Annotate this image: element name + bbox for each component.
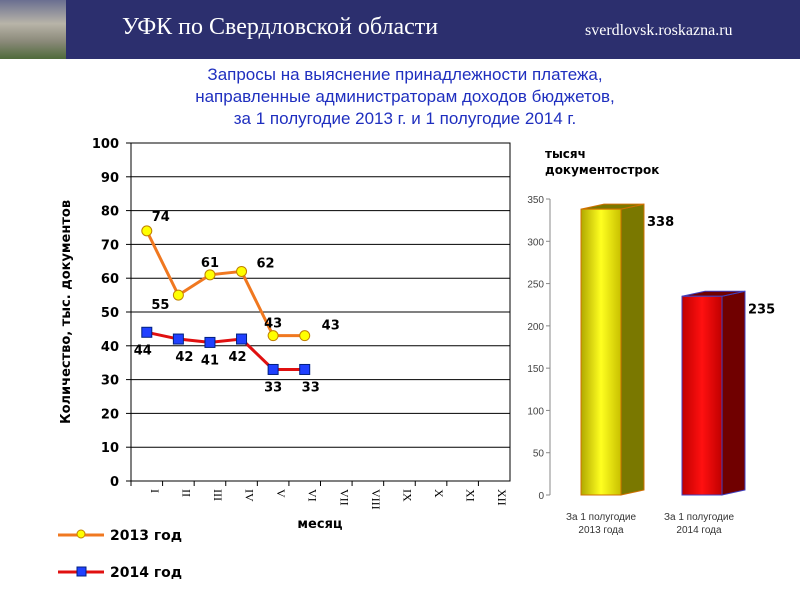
data-label: 74 — [152, 210, 170, 225]
bar — [681, 295, 723, 496]
building-logo — [0, 0, 66, 59]
y-tick-label: 30 — [101, 374, 119, 389]
y-tick-label: 50 — [101, 306, 119, 321]
y-tick-label: 0 — [110, 475, 119, 490]
bar-y-tick-label: 100 — [527, 406, 544, 417]
data-point — [236, 265, 248, 277]
x-tick-label: VI — [306, 489, 320, 502]
data-label: 44 — [134, 343, 152, 358]
bar-y-tick-label: 0 — [538, 491, 544, 502]
title-line: за 1 полугодие 2013 г. и 1 полугодие 201… — [233, 109, 577, 128]
legend-marker — [76, 566, 87, 577]
data-point — [204, 336, 216, 348]
x-tick-label: X — [432, 489, 446, 498]
bar — [580, 208, 622, 496]
x-tick-label: III — [211, 489, 225, 501]
x-tick-label: I — [148, 489, 162, 493]
data-label: 55 — [151, 298, 169, 313]
bar-category-label: За 1 полугодие — [566, 512, 637, 523]
bar-side — [620, 203, 645, 496]
x-tick-label: IX — [400, 489, 414, 502]
x-tick-label: IV — [243, 489, 257, 502]
data-point — [141, 326, 153, 338]
title-line: направленные администраторам доходов бюд… — [195, 87, 615, 106]
x-tick-label: XI — [464, 489, 478, 502]
bar-value-label: 235 — [748, 302, 775, 317]
bar-y-tick-label: 350 — [527, 195, 544, 206]
header-title: УФК по Свердловской области — [122, 14, 439, 40]
header-url: sverdlovsk.roskazna.ru — [585, 22, 733, 39]
legend-label: 2014 год — [110, 565, 182, 581]
data-label: 33 — [264, 380, 282, 395]
y-tick-label: 60 — [101, 272, 119, 287]
data-point — [267, 363, 279, 375]
bar-y-tick-label: 50 — [533, 449, 545, 460]
y-tick-label: 40 — [101, 340, 119, 355]
y-tick-label: 20 — [101, 407, 119, 422]
bar-unit-label: документострок — [545, 163, 659, 177]
y-tick-label: 10 — [101, 441, 119, 456]
legend-marker — [76, 529, 86, 539]
data-label: 33 — [302, 380, 320, 395]
x-tick-label: II — [179, 489, 193, 497]
data-label: 41 — [201, 353, 219, 368]
bar-category-label: 2014 года — [676, 525, 722, 536]
x-tick-label: VII — [337, 489, 351, 506]
bar-category-label: 2013 года — [578, 525, 624, 536]
y-tick-label: 90 — [101, 171, 119, 186]
bar-y-tick-label: 300 — [527, 237, 544, 248]
x-tick-label: XII — [495, 489, 509, 506]
bar-value-label: 338 — [647, 215, 674, 230]
bar-unit-label: тысяч — [545, 147, 586, 161]
title-line: Запросы на выяснение принадлежности плат… — [207, 65, 603, 84]
data-label: 62 — [256, 256, 274, 271]
data-point — [141, 225, 153, 237]
bar-y-tick-label: 150 — [527, 364, 544, 375]
bar-category-label: За 1 полугодие — [664, 512, 735, 523]
data-point — [172, 289, 184, 301]
slide-title: Запросы на выяснение принадлежности плат… — [100, 64, 710, 130]
bar-y-tick-label: 250 — [527, 280, 544, 291]
bar-y-tick-label: 200 — [527, 322, 544, 333]
data-label: 61 — [201, 256, 219, 271]
data-point — [204, 269, 216, 281]
x-axis-label: месяц — [297, 517, 342, 532]
legend-label: 2013 год — [110, 528, 182, 544]
data-point — [172, 333, 184, 345]
series-line-2014 год — [146, 330, 305, 371]
data-label: 42 — [228, 350, 246, 365]
data-point — [299, 330, 311, 342]
data-point — [236, 333, 248, 345]
y-tick-label: 70 — [101, 238, 119, 253]
y-axis-label: Количество, тыс. документов — [59, 200, 74, 424]
y-tick-label: 100 — [92, 137, 119, 152]
x-tick-label: VIII — [369, 489, 383, 510]
data-label: 42 — [175, 350, 193, 365]
header-banner: УФК по Свердловской области sverdlovsk.r… — [0, 0, 800, 59]
data-label: 43 — [264, 317, 282, 332]
y-tick-label: 80 — [101, 205, 119, 220]
data-point — [267, 330, 279, 342]
data-point — [299, 363, 311, 375]
data-label: 43 — [322, 319, 340, 334]
bar-side — [721, 290, 746, 496]
x-tick-label: V — [274, 489, 288, 498]
